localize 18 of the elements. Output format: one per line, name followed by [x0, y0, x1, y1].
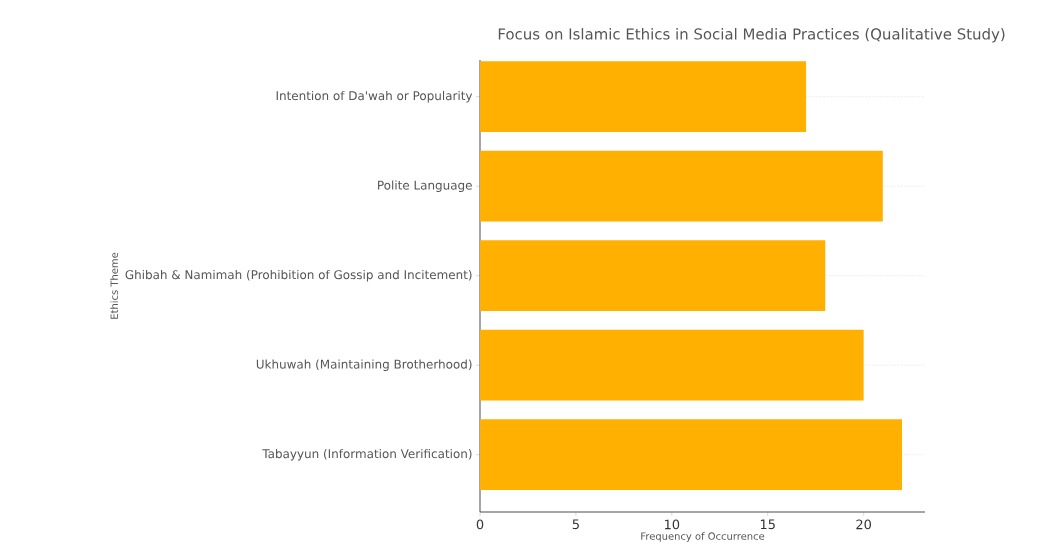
- chart-title: Focus on Islamic Ethics in Social Media Practices (Qualitative Study): [498, 28, 1005, 43]
- y-tick-label: Ukhuwah (Maintaining Brotherhood): [256, 359, 472, 371]
- bar: [480, 150, 883, 222]
- y-tick-label: Polite Language: [378, 180, 472, 192]
- x-tick-label: 20: [856, 519, 871, 530]
- x-tick-label: 10: [665, 519, 680, 530]
- bar: [480, 240, 826, 312]
- bar: [480, 61, 807, 133]
- bar: [480, 329, 864, 401]
- y-tick-label: Tabayyun (Information Verification): [262, 448, 472, 461]
- y-tick-label: Ghibah & Namimah (Prohibition of Gossip and Incitement): [125, 269, 472, 282]
- y-axis-title: Ethics Theme: [110, 252, 118, 319]
- x-axis-title: Frequency of Occurrence: [641, 532, 765, 542]
- x-tick-label: 0: [476, 519, 484, 530]
- x-tick-label: 5: [572, 519, 579, 530]
- bar: [480, 419, 902, 491]
- y-tick-label: Intention of Da'wah or Popularity: [276, 90, 473, 103]
- x-tick-label: 15: [760, 519, 775, 530]
